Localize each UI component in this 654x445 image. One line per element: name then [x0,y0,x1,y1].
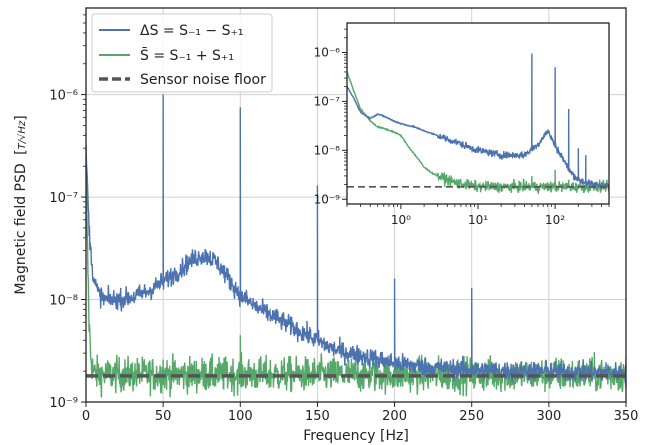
x-tick-label: 350 [614,409,639,424]
legend-label-delta: ΔS = S₋₁ − S₊₁ [140,23,244,39]
inset-y-tick-label: 10⁻⁶ [314,45,341,59]
inset-x-axis: 10⁰ 10¹ 10² [346,204,610,227]
main-x-axis: 0 50 100 150 200 250 300 350 [82,402,639,424]
inset-series-group [347,53,609,195]
x-tick-label: 150 [305,409,330,424]
inset-plot: 10⁰ 10¹ 10² 10⁻⁹ 10⁻⁸ 10⁻⁷ 10⁻⁶ [314,22,610,227]
y-tick-label: 10⁻⁹ [49,396,78,411]
y-axis-label-unit: T/√Hz [17,120,28,149]
main-series-group [86,94,626,398]
inset-x-tick-label: 10¹ [468,213,488,227]
legend-box [91,13,273,93]
legend: ΔS = S₋₁ − S₊₁ S̄ = S₋₁ + S₊₁ Sensor noi… [91,13,273,93]
inset-x-tick-label: 10² [545,213,565,227]
inset-series-sum-line [347,71,609,195]
x-tick-label: 0 [82,409,90,424]
y-tick-label: 10⁻⁷ [49,191,78,206]
x-tick-label: 100 [228,409,253,424]
x-tick-label: 50 [155,409,172,424]
x-tick-label: 250 [459,409,484,424]
main-y-axis: 10⁻⁹ 10⁻⁸ 10⁻⁷ 10⁻⁶ [49,14,86,411]
inset-y-tick-label: 10⁻⁷ [314,94,341,108]
y-tick-label: 10⁻⁶ [49,89,78,104]
series-delta-line [86,94,626,384]
legend-label-noise: Sensor noise floor [140,72,266,88]
inset-x-tick-label: 10⁰ [391,213,411,227]
y-axis-label-text: Magnetic field PSD [13,163,29,294]
inset-y-tick-label: 10⁻⁸ [314,143,341,157]
x-axis-label: Frequency [Hz] [303,428,409,444]
x-tick-label: 300 [536,409,561,424]
inset-y-axis: 10⁻⁹ 10⁻⁸ 10⁻⁷ 10⁻⁶ [314,28,347,206]
inset-series-delta-line [347,53,609,190]
legend-label-sum: S̄ = S₋₁ + S₊₁ [140,46,234,64]
svg-text:Magnetic field PSD [T/: Magnetic field PSD [T/√Hz] [13,115,29,294]
x-tick-label: 200 [382,409,407,424]
inset-y-tick-label: 10⁻⁹ [314,192,341,206]
main-plot-frame [85,7,627,403]
y-axis-label: Magnetic field PSD [T/√Hz] [13,115,29,294]
inset-background [347,23,609,204]
y-tick-label: 10⁻⁸ [49,294,78,309]
